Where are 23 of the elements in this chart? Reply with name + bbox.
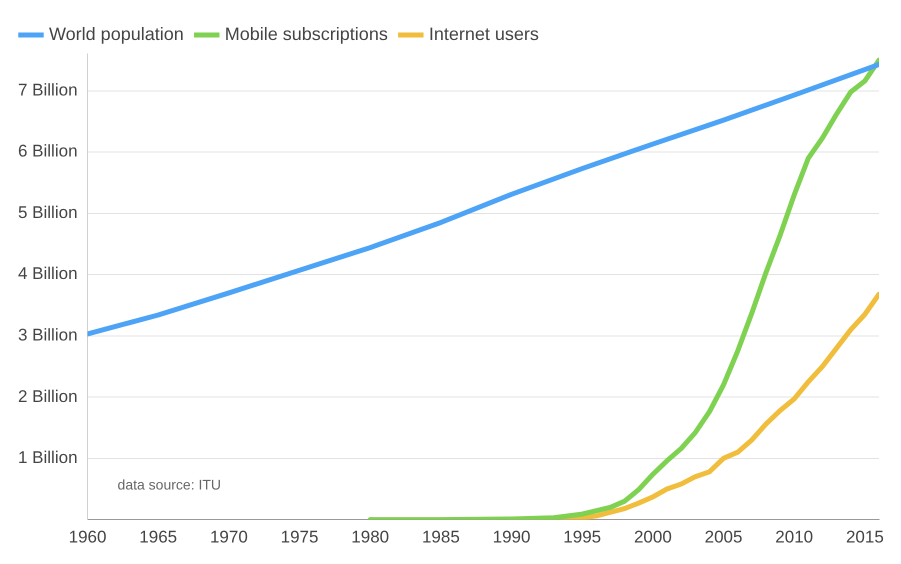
x-tick-label: 1970	[210, 527, 248, 546]
x-tick-label: 1990	[492, 527, 530, 546]
y-tick-label: 4 Billion	[18, 264, 78, 284]
x-tick-label: 2000	[634, 527, 672, 546]
x-tick-label: 1960	[68, 527, 106, 546]
y-tick-label: 6 Billion	[18, 142, 78, 161]
legend-label: World population	[49, 24, 184, 44]
x-tick-label: 1975	[280, 527, 318, 546]
y-tick-label: 5 Billion	[18, 202, 78, 222]
y-tick-label: 3 Billion	[18, 326, 78, 344]
x-tick-label: 2010	[775, 527, 814, 546]
x-tick-label: 2015	[846, 527, 884, 546]
x-tick-label: 2005	[704, 527, 742, 546]
legend-label: Mobile subscriptions	[224, 24, 388, 44]
annotation: data source: ITU	[118, 476, 222, 493]
x-tick-label: 1995	[563, 527, 602, 546]
x-tick-label: 1985	[422, 527, 460, 546]
legend-label: Internet users	[428, 24, 539, 44]
x-tick-label: 1980	[351, 527, 390, 546]
y-tick-label: 1 Billion	[18, 448, 78, 468]
y-tick-label: 7 Billion	[18, 80, 78, 100]
y-tick-label: 2 Billion	[18, 386, 78, 406]
x-tick-label: 1965	[139, 527, 178, 546]
